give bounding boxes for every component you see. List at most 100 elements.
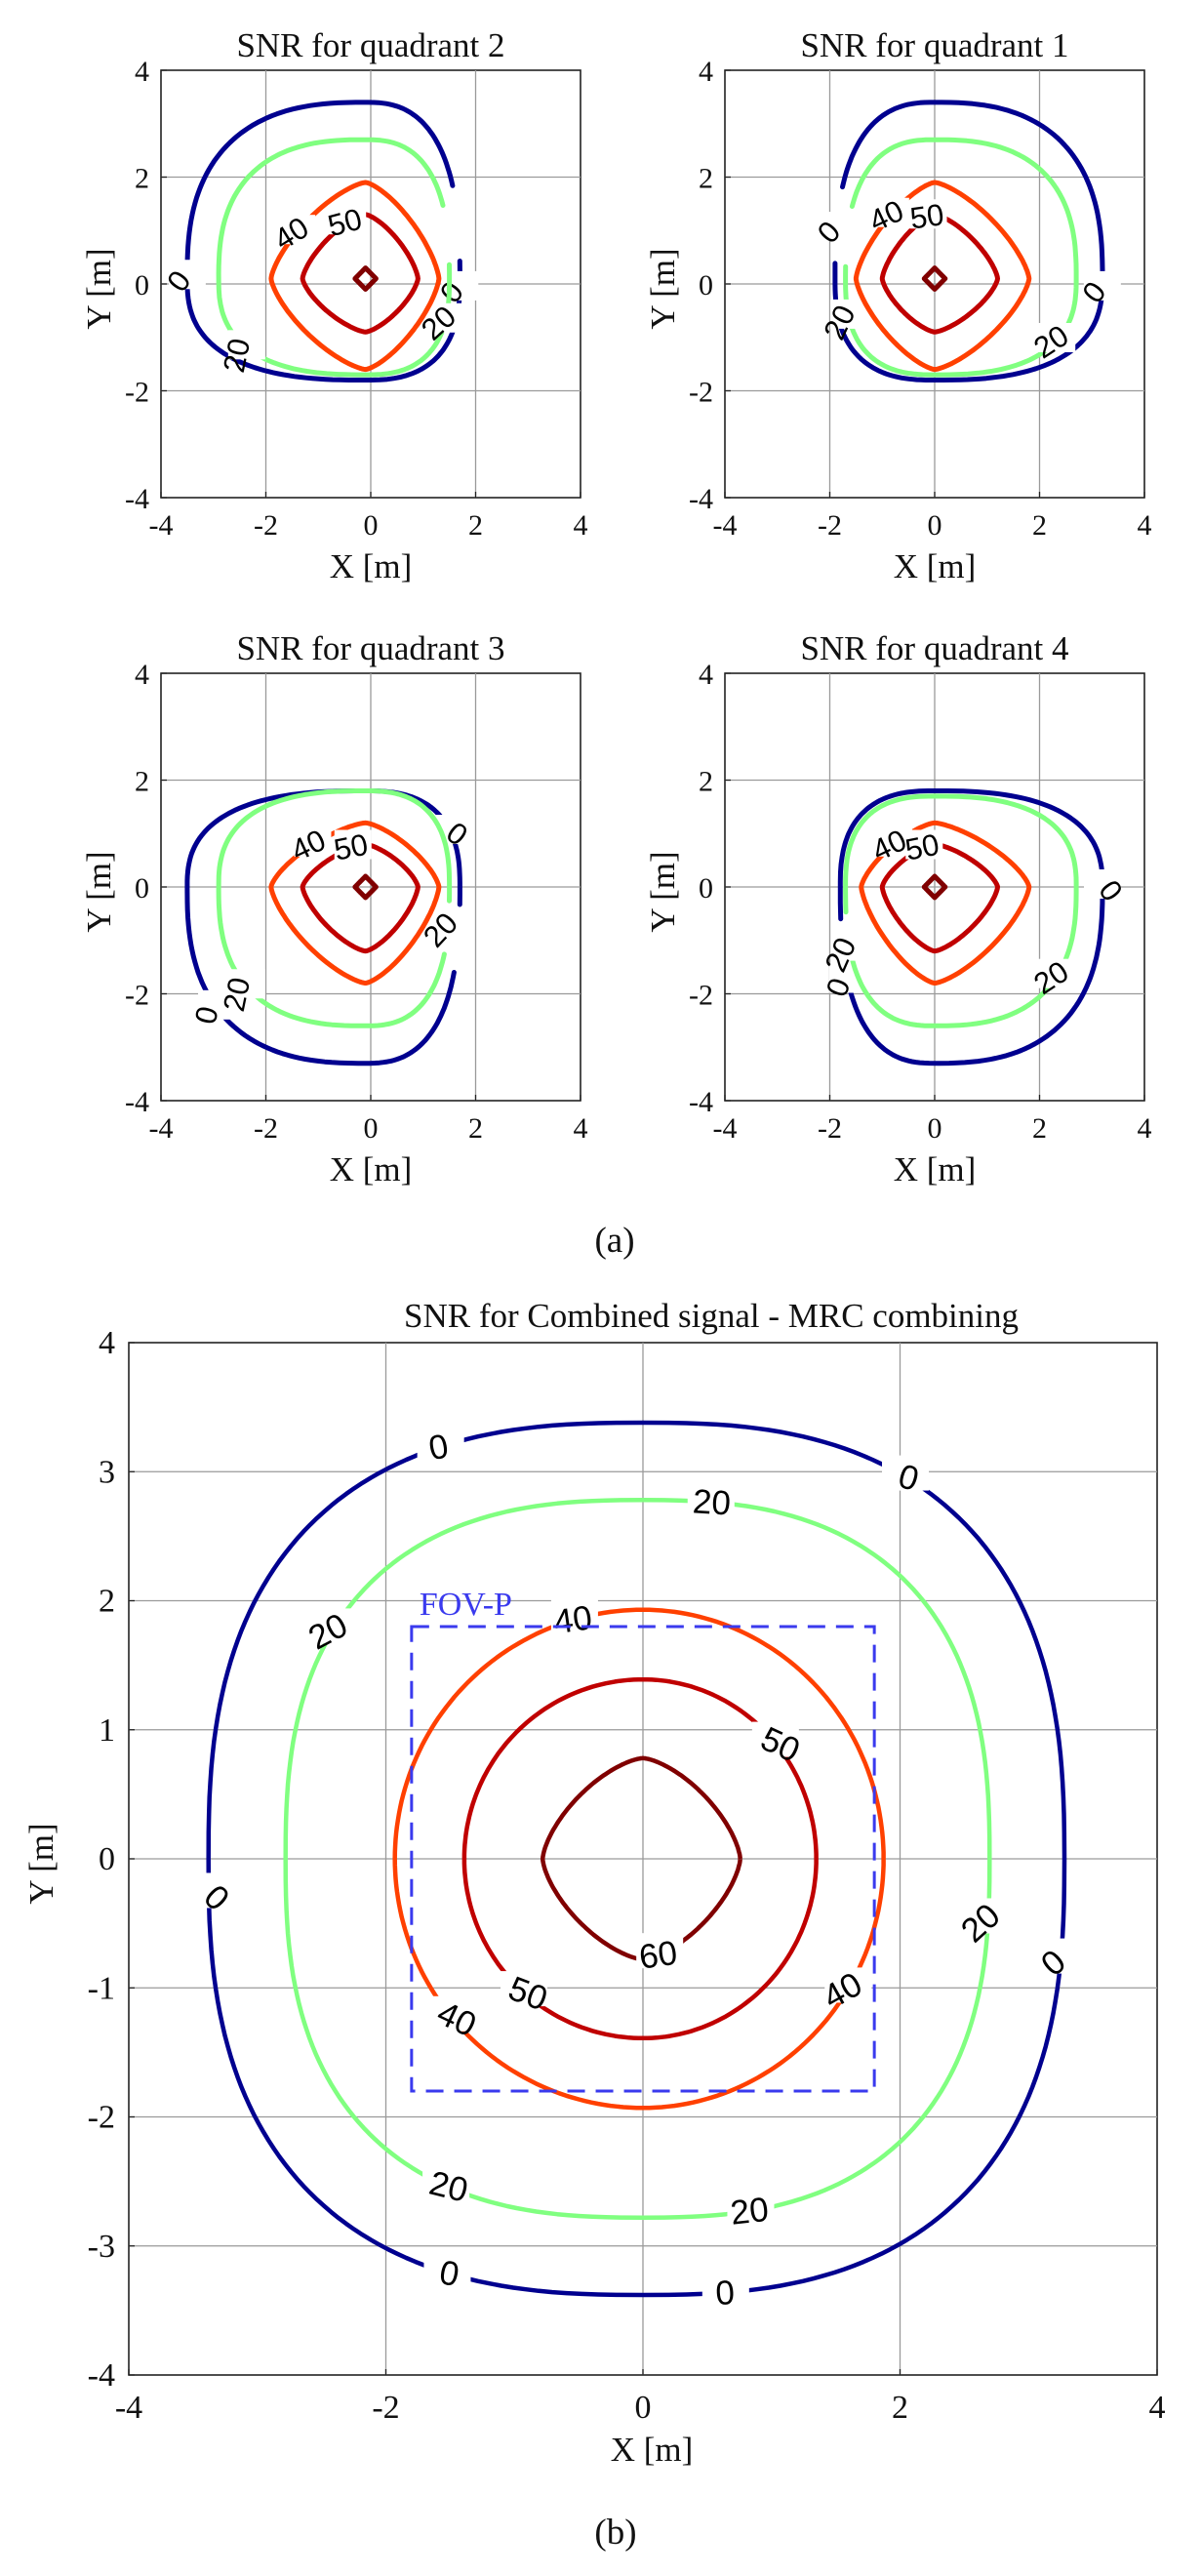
contour-label-bg <box>329 205 367 235</box>
chart-title: SNR for quadrant 3 <box>236 629 504 667</box>
y-tick-label: -2 <box>689 377 713 409</box>
contour-label-bg <box>426 302 464 333</box>
contour-line-40 <box>392 1607 886 2111</box>
y-tick-label: 4 <box>699 56 713 88</box>
fov-box <box>410 1625 876 2093</box>
x-tick-label: -2 <box>254 1112 278 1145</box>
y-tick-label: 0 <box>699 872 713 905</box>
x-tick-label: 2 <box>892 2390 908 2426</box>
contour-label-50: 50 <box>331 827 371 867</box>
x-tick-label: -4 <box>713 1112 738 1145</box>
contour-label-20: 20 <box>692 1482 732 1522</box>
x-tick-label: -4 <box>713 509 738 542</box>
x-tick-label: -2 <box>818 509 842 542</box>
contour-label-0: 0 <box>714 2274 736 2313</box>
x-tick-label: 0 <box>635 2390 652 2426</box>
contour-label-bg <box>417 1425 464 1461</box>
contour-line-50 <box>461 1676 819 2041</box>
contour-label-bg <box>429 909 467 940</box>
contour-label-bg <box>818 212 856 242</box>
contour-line-0 <box>184 788 462 1067</box>
chart-title: SNR for quadrant 1 <box>800 26 1068 64</box>
y-axis-label: Y [m] <box>22 1823 60 1904</box>
contour-label-20: 20 <box>425 2164 471 2210</box>
y-tick-label: 3 <box>99 1454 115 1490</box>
y-tick-label: 4 <box>135 56 149 88</box>
x-tick-label: 0 <box>928 1112 942 1145</box>
contour-line-60 <box>921 873 948 901</box>
y-tick-label: 4 <box>699 659 713 691</box>
contour-label-bg <box>1083 270 1121 301</box>
x-axis-label: X [m] <box>330 547 413 585</box>
caption-a: (a) <box>594 1221 634 1261</box>
contour-label-bg <box>294 826 332 857</box>
x-tick-label: -4 <box>115 2390 142 2426</box>
x-tick-label: 2 <box>468 509 483 542</box>
contour-label-bg <box>168 260 206 290</box>
x-tick-label: 2 <box>1032 509 1047 542</box>
x-tick-label: 4 <box>574 1112 588 1145</box>
contour-label-bg <box>227 330 265 360</box>
contour-line-40 <box>859 820 1032 986</box>
contour-label-bg <box>227 969 265 999</box>
contour-label-bg <box>882 1455 930 1491</box>
chart-title: SNR for quadrant 2 <box>236 26 504 64</box>
x-tick-label: -4 <box>149 1112 174 1145</box>
contour-label-bg <box>824 1967 872 2003</box>
contour-line-50 <box>879 212 1000 335</box>
fov-label: FOV-P <box>420 1587 512 1623</box>
x-tick-label: 4 <box>574 509 588 542</box>
contour-line-20 <box>216 137 453 378</box>
y-tick-label: 2 <box>699 163 713 195</box>
x-tick-label: 2 <box>468 1112 483 1145</box>
contour-label-bg <box>428 1995 476 2032</box>
y-axis-label: Y [m] <box>80 248 118 329</box>
y-tick-label: -2 <box>125 377 149 409</box>
y-tick-label: -1 <box>88 1970 115 2006</box>
contour-line-60 <box>352 873 379 901</box>
y-tick-label: -4 <box>689 1086 713 1118</box>
y-tick-label: 2 <box>135 766 149 798</box>
contour-line-20 <box>843 793 1079 1028</box>
contour-label-20: 20 <box>217 336 257 376</box>
contour-label-bg <box>184 1872 232 1909</box>
y-tick-label: 4 <box>99 1325 115 1361</box>
x-tick-label: -4 <box>149 509 174 542</box>
y-tick-label: -2 <box>689 980 713 1012</box>
contour-label-50: 50 <box>902 827 942 867</box>
chart-quadrant-2: -4 -2 0 2 4 -4 -2 0 2 4 SNR for quadrant 2 X [m] Y [… <box>80 26 588 585</box>
y-axis-label: Y [m] <box>644 248 682 329</box>
y-tick-label: 0 <box>135 872 149 905</box>
y-tick-label: -4 <box>125 1086 149 1118</box>
contour-line-50 <box>300 841 421 954</box>
contour-label-bg <box>964 1898 1012 1934</box>
contour-label-bg <box>687 1480 735 1516</box>
contour-label-bg <box>1084 869 1121 899</box>
y-tick-label: -4 <box>125 483 149 515</box>
contour-label-bg <box>334 829 372 860</box>
y-tick-label: 0 <box>135 269 149 302</box>
y-tick-label: -2 <box>125 980 149 1012</box>
x-tick-label: 0 <box>364 1112 379 1145</box>
contour-line-60 <box>921 265 948 292</box>
x-tick-label: 2 <box>1032 1112 1047 1145</box>
contour-line-20 <box>843 137 1079 378</box>
contour-label-60: 60 <box>637 1934 680 1977</box>
contour-label-20: 20 <box>729 2191 771 2233</box>
contour-label-bg <box>751 1721 799 1757</box>
contour-line-0 <box>184 100 462 382</box>
y-tick-label: 0 <box>99 1841 115 1877</box>
contour-label-bg <box>727 2189 775 2225</box>
contour-line-50 <box>879 841 1000 954</box>
x-tick-label: 4 <box>1149 2390 1166 2426</box>
x-axis-label: X [m] <box>894 547 977 585</box>
contour-label-40: 40 <box>551 1598 594 1641</box>
x-tick-label: 4 <box>1138 1112 1152 1145</box>
contour-label-bg <box>278 215 316 245</box>
contour-label-bg <box>1038 958 1076 988</box>
chart-title: SNR for quadrant 4 <box>800 629 1068 667</box>
contour-label-bg <box>1038 323 1076 353</box>
contour-label-bg <box>701 2271 749 2307</box>
contour-label-bg <box>309 1608 357 1644</box>
x-axis-label: X [m] <box>330 1150 413 1188</box>
